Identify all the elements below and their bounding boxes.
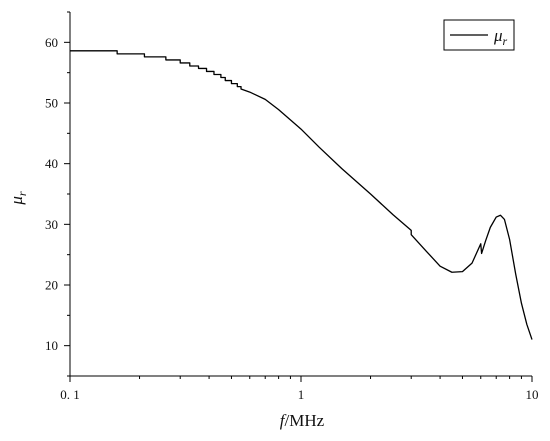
legend-subscript: r [503,34,508,48]
x-tick-label: 1 [298,387,305,402]
y-axis-ticks: 10 20 30 40 50 60 [45,11,70,377]
y-tick-label: 40 [45,156,58,171]
series-line-mu-r [70,50,533,340]
y-axis-subscript: r [15,191,29,196]
x-axis-unit: /MHz [285,411,325,430]
y-axis-title: μr [7,191,29,206]
legend-symbol: μ [493,26,503,45]
y-tick-label: 60 [45,35,58,50]
x-tick-label: 0. 1 [60,387,80,402]
y-tick-label: 50 [45,96,58,111]
plot-frame [69,12,532,377]
x-axis-ticks: 0. 1 1 10 [60,376,539,402]
y-tick-label: 30 [45,217,58,232]
y-tick-label: 20 [45,278,58,293]
legend: μr [443,19,515,51]
y-axis-symbol: μ [7,196,26,206]
x-axis-symbol: f [280,411,287,430]
x-axis-title: f/MHz [280,411,325,430]
series-layer [70,50,533,340]
x-tick-label: 10 [526,387,539,402]
y-tick-label: 10 [45,338,58,353]
legend-label: μr [493,26,508,48]
